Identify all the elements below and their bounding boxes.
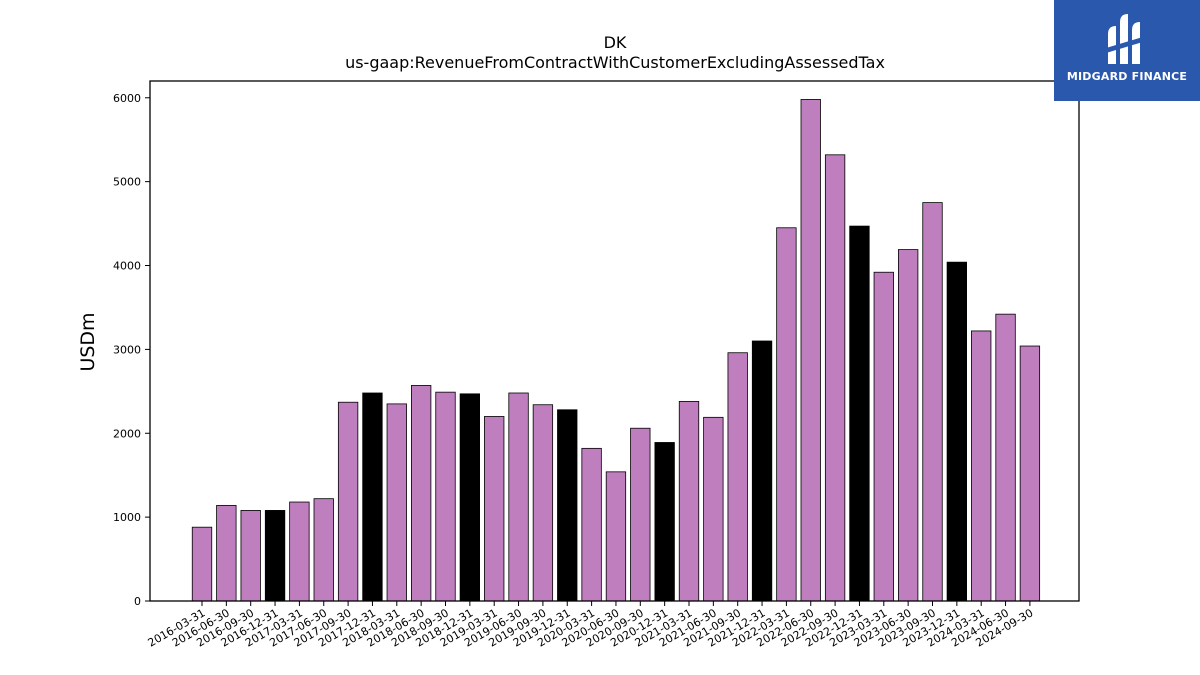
bar-2017-09-30 xyxy=(337,401,359,602)
bar-2018-03-31 xyxy=(386,403,407,602)
bar-2023-06-30 xyxy=(898,249,919,602)
bar-2016-12-31 xyxy=(264,510,286,602)
bar-2021-12-31 xyxy=(751,340,773,602)
bar-2020-06-30 xyxy=(605,471,627,602)
bar-2023-12-31 xyxy=(946,261,967,602)
y-tick-label: 1000 xyxy=(113,511,141,524)
bar-2017-06-30 xyxy=(313,498,334,602)
y-tick-label: 2000 xyxy=(113,427,141,440)
bar-2022-03-31 xyxy=(776,227,797,602)
bar-2020-12-31 xyxy=(654,442,675,602)
bar-2024-09-30 xyxy=(1019,345,1041,602)
bar-2020-03-31 xyxy=(581,447,602,602)
y-tick-label: 3000 xyxy=(113,343,141,356)
bar-2018-09-30 xyxy=(435,391,456,602)
y-axis-ticks: 0 1000 2000 3000 4000 5000 6000 xyxy=(113,92,150,608)
bar-2020-09-30 xyxy=(630,427,651,602)
midgard-mark-icon xyxy=(1106,14,1146,64)
bar-2024-06-30 xyxy=(995,313,1016,602)
bar-2016-09-30 xyxy=(240,510,261,602)
y-tick-label: 5000 xyxy=(113,176,141,189)
bar-2023-09-30 xyxy=(922,202,943,602)
bar-2023-03-31 xyxy=(873,271,894,602)
midgard-finance-logo: MIDGARD FINANCE xyxy=(1054,0,1200,101)
bar-2022-12-31 xyxy=(849,225,870,602)
bars-group xyxy=(191,99,1041,602)
plot-frame xyxy=(149,80,1080,602)
y-axis-label: USDm xyxy=(77,312,99,371)
bar-2021-03-31 xyxy=(678,400,700,602)
x-axis-ticks: 2016-03-312016-06-302016-09-302016-12-31… xyxy=(146,601,1035,650)
bar-2018-06-30 xyxy=(410,385,432,602)
bar-2021-06-30 xyxy=(703,416,724,602)
bar-2017-03-31 xyxy=(289,501,310,602)
bar-2016-06-30 xyxy=(216,504,237,602)
bar-2018-12-31 xyxy=(459,393,481,602)
bar-2017-12-31 xyxy=(362,392,383,602)
bar-2022-06-30 xyxy=(800,99,821,602)
bar-2019-09-30 xyxy=(532,404,554,602)
bar-2019-03-31 xyxy=(484,416,505,602)
bar-2019-06-30 xyxy=(508,392,529,602)
y-tick-label: 0 xyxy=(134,595,141,608)
chart-subtitle: us-gaap:RevenueFromContractWithCustomerE… xyxy=(345,53,885,72)
y-tick-label: 6000 xyxy=(113,92,141,105)
chart-title: DK xyxy=(604,33,627,52)
bar-2019-12-31 xyxy=(557,409,578,602)
logo-brand-text: MIDGARD FINANCE xyxy=(1066,70,1188,83)
bar-2022-09-30 xyxy=(824,154,846,602)
bar-2021-09-30 xyxy=(727,352,748,602)
bar-2024-03-31 xyxy=(971,330,992,602)
y-tick-label: 4000 xyxy=(113,260,141,273)
bar-2016-03-31 xyxy=(191,526,213,602)
